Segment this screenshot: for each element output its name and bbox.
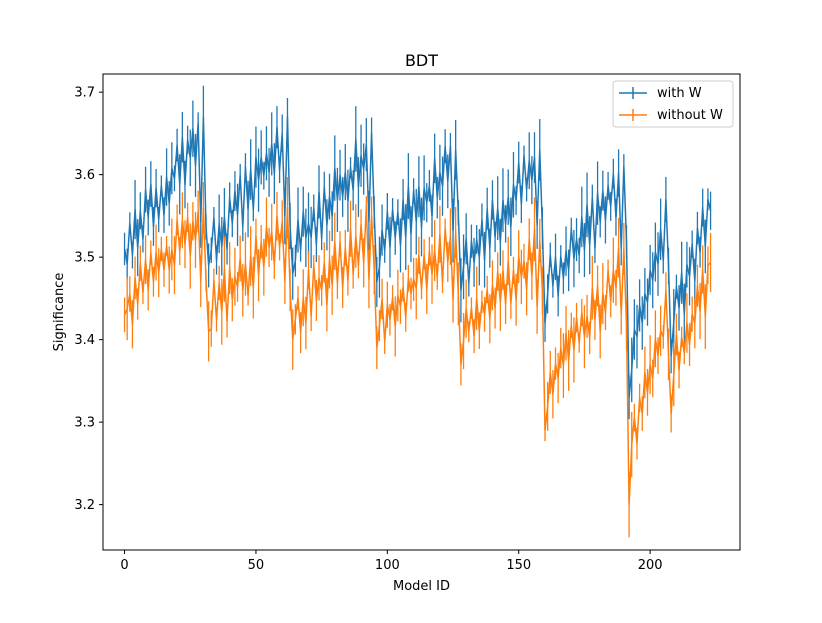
legend: with W without W [612, 80, 734, 128]
y-axis-label: Significance [52, 273, 67, 352]
chart-title: BDT [405, 51, 438, 70]
series-0-group [123, 85, 712, 420]
y-axis: 3.2 3.3 3.4 3.5 3.6 3.7 [74, 86, 103, 513]
y-tick-label: 3.6 [74, 168, 95, 183]
y-tick-label: 3.5 [74, 251, 95, 266]
x-tick-label: 50 [248, 558, 265, 573]
series-line-0 [123, 116, 712, 399]
plot-layer [123, 85, 712, 538]
y-tick-label: 3.4 [74, 333, 95, 348]
y-tick-label: 3.3 [74, 416, 95, 431]
plot-frame [102, 73, 741, 551]
series-line-1 [123, 206, 712, 506]
series-1-group [123, 177, 712, 538]
x-tick-label: 100 [375, 558, 400, 573]
x-axis-label: Model ID [393, 579, 450, 594]
y-tick-label: 3.2 [74, 498, 95, 513]
legend-label-with-w: with W [657, 86, 702, 101]
legend-label-without-w: without W [657, 108, 723, 123]
y-tick-label: 3.7 [74, 86, 95, 101]
x-tick-label: 0 [120, 558, 128, 573]
x-axis: 0 50 100 150 200 [120, 550, 663, 573]
x-tick-label: 150 [506, 558, 531, 573]
x-tick-label: 200 [638, 558, 663, 573]
